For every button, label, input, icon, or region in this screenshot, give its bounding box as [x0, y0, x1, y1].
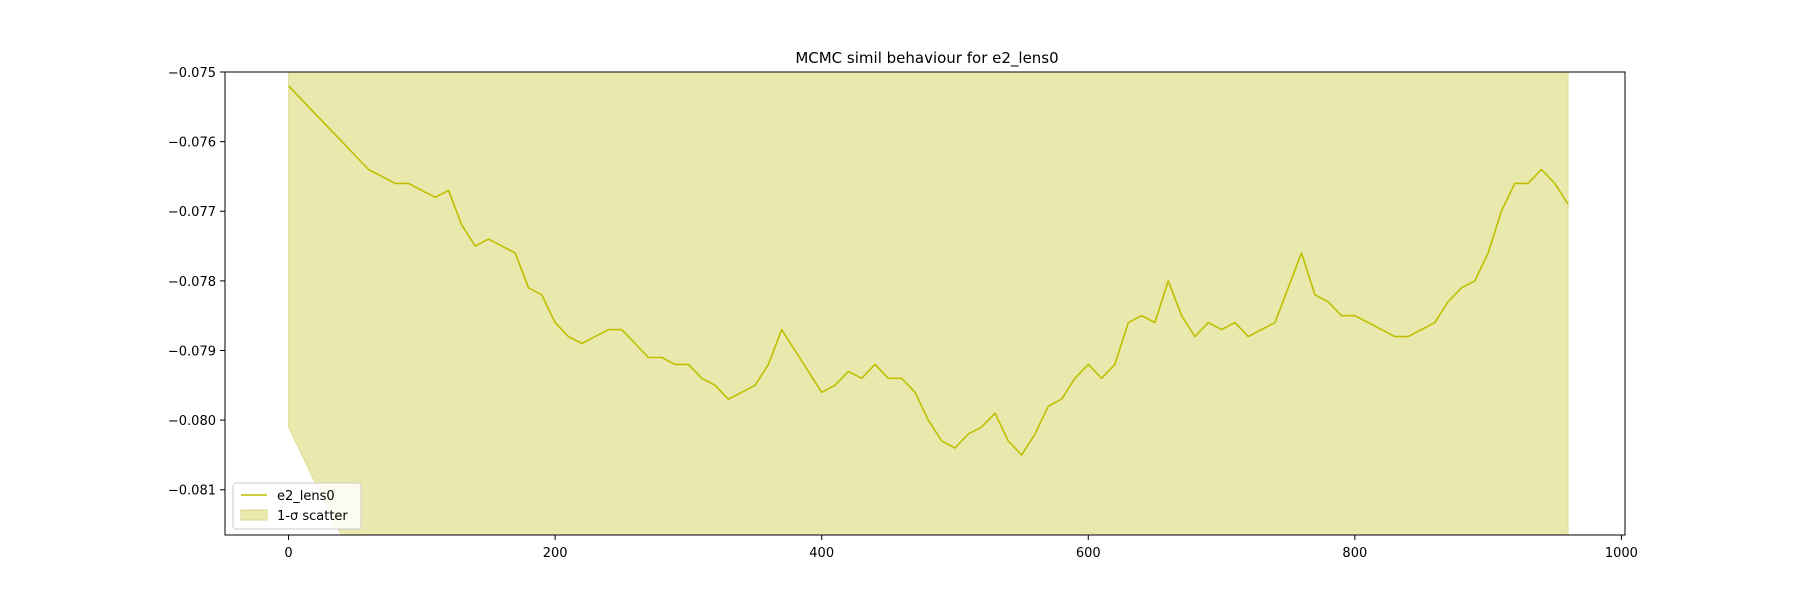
legend-swatch-band — [240, 509, 268, 521]
legend-label-band: 1-σ scatter — [277, 509, 348, 524]
y-tick-label: −0.075 — [168, 66, 216, 81]
y-tick-label: −0.079 — [168, 344, 216, 359]
legend: e2_lens0 1-σ scatter — [232, 482, 362, 530]
x-tick-label: 1000 — [1605, 546, 1638, 561]
x-tick-label: 600 — [1076, 546, 1101, 561]
legend-label-line: e2_lens0 — [277, 489, 335, 504]
scatter-band — [288, 71, 1569, 536]
x-tick-label: 0 — [284, 546, 292, 561]
e2-lens0-line — [288, 85, 1569, 456]
y-tick-label: −0.077 — [168, 205, 216, 220]
y-axis: −0.075 −0.076 −0.077 −0.078 −0.079 −0.080 −0.0… — [168, 66, 225, 499]
line-layer — [288, 85, 1569, 456]
y-tick-label: −0.081 — [168, 484, 216, 499]
plot-frame — [224, 71, 1626, 536]
x-axis: 0 200 400 600 800 1000 — [284, 535, 1638, 561]
y-tick-label: −0.078 — [168, 275, 216, 290]
y-tick-label: −0.080 — [168, 414, 216, 429]
y-tick-label: −0.076 — [168, 136, 216, 151]
chart-title: MCMC simil behaviour for e2_lens0 — [795, 49, 1058, 68]
band-layer — [288, 71, 1569, 536]
x-tick-label: 800 — [1342, 546, 1367, 561]
x-tick-label: 400 — [809, 546, 834, 561]
x-tick-label: 200 — [543, 546, 568, 561]
